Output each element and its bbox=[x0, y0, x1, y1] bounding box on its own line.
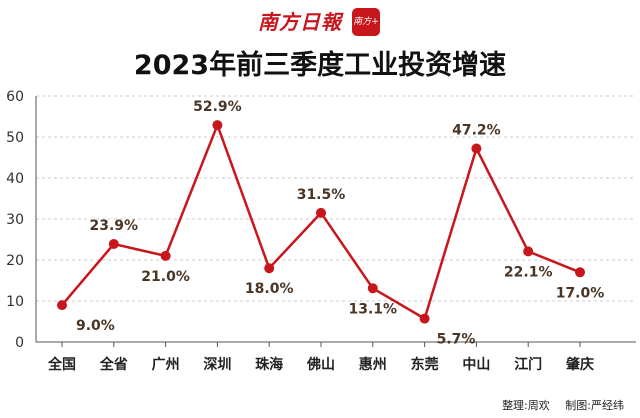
x-tick-label: 珠海 bbox=[255, 356, 283, 373]
x-tick-label: 东莞 bbox=[411, 356, 439, 373]
data-point bbox=[108, 239, 119, 250]
x-tick-label: 江门 bbox=[514, 356, 542, 373]
data-label: 13.1% bbox=[349, 301, 398, 317]
newspaper-logo: 南方日報 bbox=[258, 10, 342, 34]
y-tick-label: 40 bbox=[6, 171, 24, 187]
data-point bbox=[160, 250, 171, 261]
data-label: 18.0% bbox=[245, 281, 294, 297]
data-point bbox=[419, 313, 430, 324]
data-label: 21.0% bbox=[141, 269, 190, 285]
brand-seal-icon: 南方+ bbox=[352, 8, 380, 36]
x-tick-label: 深圳 bbox=[203, 356, 231, 373]
brand-logo: 南方日報 南方+ bbox=[0, 6, 640, 40]
y-tick-label: 0 bbox=[15, 335, 24, 351]
chart-title: 2023年前三季度工业投资增速 bbox=[133, 50, 507, 81]
data-point bbox=[575, 267, 585, 278]
x-tick-label: 全省 bbox=[99, 356, 128, 373]
data-point bbox=[316, 207, 326, 218]
data-point bbox=[367, 283, 378, 294]
y-tick-label: 60 bbox=[6, 89, 24, 105]
data-point bbox=[264, 263, 275, 274]
x-tick-label: 中山 bbox=[462, 356, 490, 373]
data-point bbox=[523, 246, 534, 257]
data-point bbox=[57, 300, 67, 311]
x-tick-label: 全国 bbox=[47, 356, 76, 373]
data-label: 47.2% bbox=[452, 122, 501, 138]
series-line bbox=[61, 123, 581, 320]
data-label: 23.9% bbox=[90, 218, 139, 234]
data-label: 5.7% bbox=[437, 332, 476, 348]
data-label: 22.1% bbox=[504, 264, 553, 280]
brand-seal-text: 南方+ bbox=[353, 17, 379, 27]
y-tick-label: 10 bbox=[6, 294, 24, 310]
data-point bbox=[471, 143, 482, 154]
editor-credit: 整理:周欢 bbox=[502, 399, 550, 412]
x-tick-label: 惠州 bbox=[359, 356, 387, 373]
data-label: 52.9% bbox=[193, 99, 242, 115]
data-label: 17.0% bbox=[556, 285, 605, 301]
y-tick-label: 30 bbox=[6, 212, 24, 228]
y-tick-label: 50 bbox=[6, 130, 24, 146]
designer-credit: 制图:严经纬 bbox=[565, 399, 624, 412]
data-label: 9.0% bbox=[76, 318, 115, 334]
x-tick-label: 肇庆 bbox=[566, 356, 594, 373]
y-tick-label: 20 bbox=[6, 253, 24, 269]
x-tick-label: 佛山 bbox=[306, 356, 335, 373]
data-point bbox=[212, 120, 223, 131]
data-label: 31.5% bbox=[297, 187, 346, 203]
credits: 整理:周欢 制图:严经纬 bbox=[490, 398, 624, 414]
x-tick-label: 广州 bbox=[152, 356, 180, 373]
